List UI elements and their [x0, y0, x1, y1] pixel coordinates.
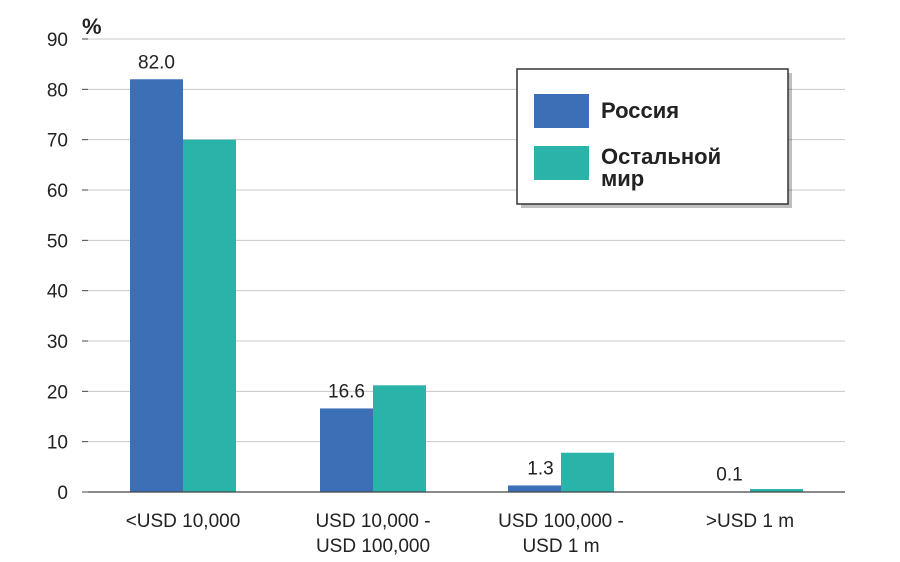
x-category-label: USD 100,000 - — [498, 511, 624, 532]
bar-russia-1 — [320, 408, 373, 492]
data-label: 0.1 — [716, 464, 742, 485]
axes — [82, 38, 845, 493]
y-tick-label: 0 — [57, 483, 68, 504]
labels: 0 10 20 30 40 50 60 70 80 90% 82.0 16.6 1.3 0.1 <USD 1… — [47, 14, 794, 557]
y-tick-label: 40 — [47, 282, 68, 303]
y-unit-label: % — [82, 14, 102, 39]
y-tick-label: 20 — [47, 382, 68, 403]
y-tick-label: 70 — [47, 131, 68, 152]
bar-rest-of-world-2 — [561, 452, 614, 492]
y-tick-label: 80 — [47, 80, 68, 101]
x-category-label: USD 1 m — [522, 536, 599, 557]
x-category-label: <USD 10,000 — [126, 511, 241, 532]
x-category-label: >USD 1 m — [706, 511, 794, 532]
y-tick-label: 50 — [47, 231, 68, 252]
data-label: 82.0 — [138, 52, 175, 73]
bar-rest-of-world-1 — [373, 385, 426, 492]
x-category-label: USD 100,000 — [316, 536, 430, 557]
legend-swatch-russia — [534, 94, 589, 128]
y-tick-label: 90 — [47, 30, 68, 51]
bar-russia-2 — [508, 485, 561, 492]
y-tick-label: 60 — [47, 181, 68, 202]
legend-label: мир — [601, 166, 644, 191]
x-category-label: USD 10,000 - — [315, 511, 430, 532]
bars — [130, 79, 803, 493]
bar-rest-of-world-3 — [750, 488, 803, 492]
legend-swatch-rest-of-world — [534, 146, 589, 180]
legend-box — [516, 68, 789, 205]
y-tick-label: 30 — [47, 332, 68, 353]
y-tick-label: 10 — [47, 433, 68, 454]
legend-label: Остальной — [601, 144, 721, 169]
legend-label: Россия — [601, 98, 679, 123]
bar-rest-of-world-0 — [183, 139, 236, 492]
data-label: 1.3 — [527, 458, 553, 479]
bar-russia-0 — [130, 79, 183, 493]
data-label: 16.6 — [328, 381, 365, 402]
